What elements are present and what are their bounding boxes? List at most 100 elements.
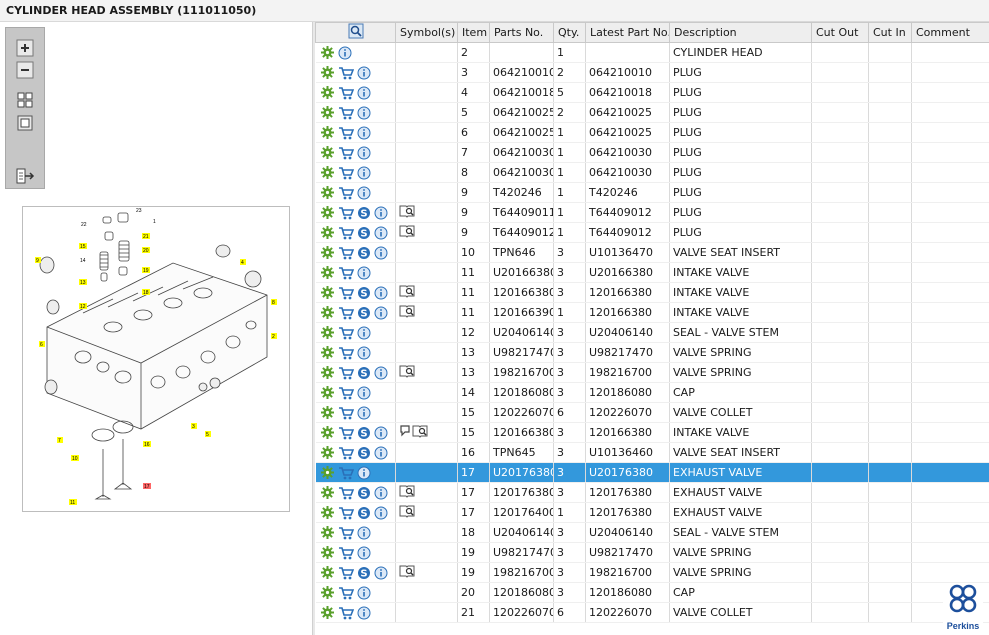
- add-to-cart-button[interactable]: [338, 586, 354, 600]
- gear-button[interactable]: [321, 126, 335, 140]
- table-row[interactable]: S 11 120166390 1 120166380 INTAKE VALVE: [315, 302, 989, 323]
- supersession-button[interactable]: S: [357, 206, 371, 220]
- info-button[interactable]: [374, 446, 388, 460]
- supersession-button[interactable]: S: [357, 506, 371, 520]
- info-button[interactable]: [357, 526, 371, 540]
- gear-button[interactable]: [321, 526, 335, 540]
- table-row[interactable]: 5 064210025 2 064210025 PLUG: [315, 102, 989, 123]
- add-to-cart-button[interactable]: [338, 526, 354, 540]
- info-button[interactable]: [374, 506, 388, 520]
- add-to-cart-button[interactable]: [338, 86, 354, 100]
- info-button[interactable]: [357, 406, 371, 420]
- column-comment[interactable]: Comment: [911, 22, 989, 43]
- symbol-button[interactable]: [399, 504, 415, 518]
- info-button[interactable]: [374, 206, 388, 220]
- gear-button[interactable]: [321, 566, 335, 580]
- gear-button[interactable]: [321, 586, 335, 600]
- info-button[interactable]: [357, 546, 371, 560]
- symbol-button[interactable]: [399, 304, 415, 318]
- info-button[interactable]: [374, 566, 388, 580]
- add-to-cart-button[interactable]: [338, 386, 354, 400]
- info-button[interactable]: [357, 386, 371, 400]
- gear-button[interactable]: [321, 166, 335, 180]
- add-to-cart-button[interactable]: [338, 286, 354, 300]
- info-button[interactable]: [357, 326, 371, 340]
- zoom-in-button[interactable]: [14, 38, 36, 58]
- add-to-cart-button[interactable]: [338, 306, 354, 320]
- add-to-cart-button[interactable]: [338, 366, 354, 380]
- symbol-button[interactable]: [399, 364, 415, 378]
- add-to-cart-button[interactable]: [338, 146, 354, 160]
- symbol-button[interactable]: [399, 564, 415, 578]
- table-row[interactable]: S 9 T64409012 1 T64409012 PLUG: [315, 222, 989, 243]
- info-button[interactable]: [357, 166, 371, 180]
- table-row[interactable]: 9 T420246 1 T420246 PLUG: [315, 182, 989, 203]
- table-row[interactable]: S 17 120176380 3 120176380 EXHAUST VALVE: [315, 482, 989, 503]
- info-button[interactable]: [357, 66, 371, 80]
- table-row[interactable]: 4 064210018 5 064210018 PLUG: [315, 82, 989, 103]
- gear-button[interactable]: [321, 306, 335, 320]
- table-row[interactable]: 19 U98217470 3 U98217470 VALVE SPRING: [315, 542, 989, 563]
- gear-button[interactable]: [321, 46, 335, 60]
- info-button[interactable]: [374, 246, 388, 260]
- gear-button[interactable]: [321, 426, 335, 440]
- info-button[interactable]: [374, 486, 388, 500]
- column-item[interactable]: Item: [457, 22, 490, 43]
- gear-button[interactable]: [321, 206, 335, 220]
- column-parts-no[interactable]: Parts No.: [489, 22, 554, 43]
- column-qty[interactable]: Qty.: [553, 22, 586, 43]
- gear-button[interactable]: [321, 606, 335, 620]
- column-cut-out[interactable]: Cut Out: [811, 22, 869, 43]
- table-row[interactable]: 2 1 CYLINDER HEAD: [315, 42, 989, 63]
- table-row[interactable]: 6 064210025 1 064210025 PLUG: [315, 122, 989, 143]
- info-button[interactable]: [338, 46, 352, 60]
- table-row[interactable]: S 15 120166380 3 120166380 INTAKE VALVE: [315, 422, 989, 443]
- table-row[interactable]: 20 120186080 3 120186080 CAP: [315, 582, 989, 603]
- gear-button[interactable]: [321, 486, 335, 500]
- table-row[interactable]: 21 120226070 6 120226070 VALVE COLLET: [315, 602, 989, 623]
- symbol-button[interactable]: [399, 224, 415, 238]
- info-button[interactable]: [357, 266, 371, 280]
- info-button[interactable]: [357, 186, 371, 200]
- table-row[interactable]: 14 120186080 3 120186080 CAP: [315, 382, 989, 403]
- column-search[interactable]: [315, 22, 396, 43]
- info-button[interactable]: [374, 226, 388, 240]
- add-to-cart-button[interactable]: [338, 466, 354, 480]
- gear-button[interactable]: [321, 406, 335, 420]
- info-button[interactable]: [357, 586, 371, 600]
- gear-button[interactable]: [321, 226, 335, 240]
- table-row[interactable]: S 19 198216700 3 198216700 VALVE SPRING: [315, 562, 989, 583]
- add-to-cart-button[interactable]: [338, 446, 354, 460]
- info-button[interactable]: [374, 366, 388, 380]
- add-to-cart-button[interactable]: [338, 426, 354, 440]
- add-to-cart-button[interactable]: [338, 406, 354, 420]
- supersession-button[interactable]: S: [357, 566, 371, 580]
- table-row[interactable]: 15 120226070 6 120226070 VALVE COLLET: [315, 402, 989, 423]
- gear-button[interactable]: [321, 66, 335, 80]
- supersession-button[interactable]: S: [357, 366, 371, 380]
- column-latest-part-no[interactable]: Latest Part No.: [585, 22, 670, 43]
- table-row[interactable]: 3 064210010 2 064210010 PLUG: [315, 62, 989, 83]
- add-to-cart-button[interactable]: [338, 226, 354, 240]
- add-to-cart-button[interactable]: [338, 486, 354, 500]
- info-button[interactable]: [357, 86, 371, 100]
- info-button[interactable]: [357, 146, 371, 160]
- gear-button[interactable]: [321, 266, 335, 280]
- panel-splitter[interactable]: [312, 22, 315, 635]
- symbol-button[interactable]: [399, 424, 428, 438]
- info-button[interactable]: [374, 426, 388, 440]
- table-row[interactable]: S 9 T64409011 1 T64409012 PLUG: [315, 202, 989, 223]
- add-to-cart-button[interactable]: [338, 206, 354, 220]
- add-to-cart-button[interactable]: [338, 546, 354, 560]
- add-to-cart-button[interactable]: [338, 506, 354, 520]
- supersession-button[interactable]: S: [357, 306, 371, 320]
- add-to-cart-button[interactable]: [338, 106, 354, 120]
- table-row[interactable]: S 10 TPN646 3 U10136470 VALVE SEAT INSERT: [315, 242, 989, 263]
- info-button[interactable]: [357, 466, 371, 480]
- info-button[interactable]: [357, 106, 371, 120]
- table-row[interactable]: S 16 TPN645 3 U10136460 VALVE SEAT INSERT: [315, 442, 989, 463]
- add-to-cart-button[interactable]: [338, 66, 354, 80]
- column-description[interactable]: Description: [669, 22, 812, 43]
- add-to-cart-button[interactable]: [338, 606, 354, 620]
- info-button[interactable]: [357, 606, 371, 620]
